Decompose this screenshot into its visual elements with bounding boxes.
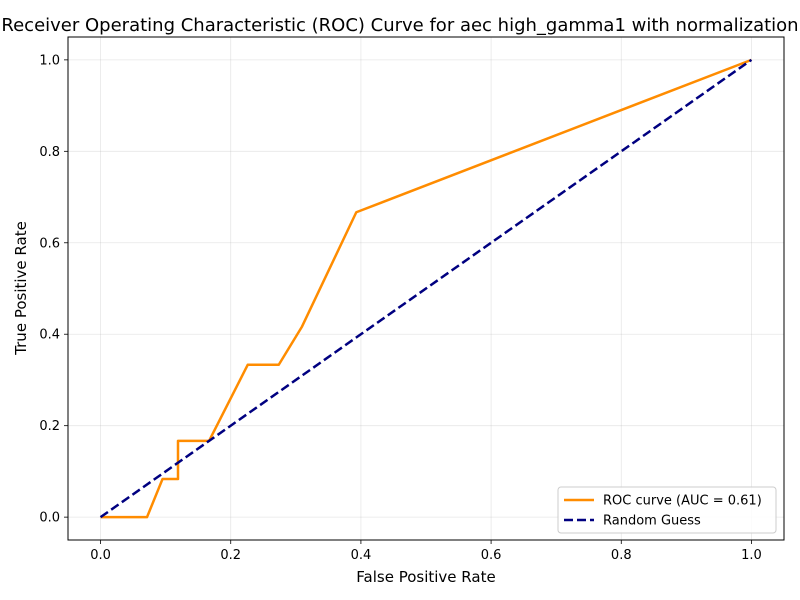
y-tick-label: 0.4	[39, 328, 60, 343]
x-tick-label: 0.8	[611, 548, 632, 563]
y-tick-label: 0.2	[39, 419, 60, 434]
legend: ROC curve (AUC = 0.61) Random Guess	[557, 486, 777, 534]
x-axis-label: False Positive Rate	[356, 568, 495, 586]
legend-label-1: Random Guess	[603, 514, 701, 529]
x-tick-label: 0.2	[220, 548, 241, 563]
x-tick-label: 1.0	[741, 548, 762, 563]
chart-title: Receiver Operating Characteristic (ROC) …	[1, 15, 798, 36]
legend-label-0: ROC curve (AUC = 0.61)	[603, 494, 762, 509]
grid	[68, 37, 784, 540]
y-axis-label: True Positive Rate	[12, 221, 30, 356]
series-line-1	[99, 58, 753, 519]
y-tick-label: 0.0	[39, 511, 60, 526]
y-tick-label: 0.8	[39, 145, 60, 160]
x-tick-label: 0.6	[481, 548, 502, 563]
y-tick-label: 1.0	[39, 53, 60, 68]
x-tick-label: 0.4	[351, 548, 372, 563]
y-tick-label: 0.6	[39, 236, 60, 251]
series-layer	[99, 58, 753, 519]
x-tick-label: 0.0	[90, 548, 111, 563]
legend-box	[557, 486, 777, 534]
plot-frame	[67, 36, 785, 541]
ticks: 0.0 0.2 0.4 0.6 0.8 1.0 0.0 0.2 0.4 0.6 0.8 1.0	[39, 53, 761, 563]
